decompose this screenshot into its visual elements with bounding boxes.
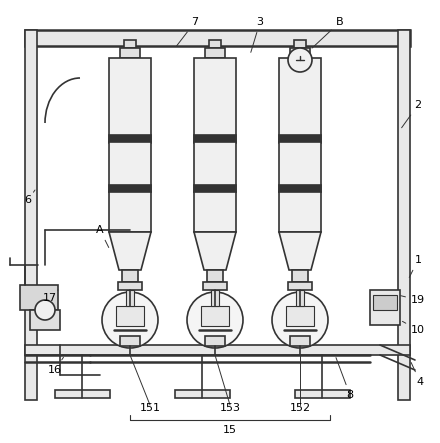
Bar <box>122 270 138 282</box>
Text: 153: 153 <box>220 403 241 413</box>
Bar <box>207 270 223 282</box>
Bar <box>286 306 314 326</box>
Bar <box>25 30 37 400</box>
Circle shape <box>102 292 158 348</box>
Bar <box>124 40 136 48</box>
Bar <box>211 290 219 306</box>
Polygon shape <box>109 232 151 270</box>
Text: 2: 2 <box>402 100 422 128</box>
Bar <box>55 390 110 398</box>
Text: 17: 17 <box>43 290 58 303</box>
Text: 19: 19 <box>401 295 425 305</box>
Bar <box>194 142 236 192</box>
Bar <box>279 185 321 192</box>
Text: 8: 8 <box>336 358 354 400</box>
Bar <box>205 48 225 58</box>
Bar <box>194 135 236 142</box>
Polygon shape <box>194 232 236 270</box>
Bar <box>109 142 151 192</box>
Text: 15: 15 <box>223 425 237 435</box>
Bar <box>295 390 350 398</box>
Bar <box>194 192 236 232</box>
Bar <box>296 290 304 306</box>
Bar <box>398 30 410 400</box>
Bar <box>294 40 306 48</box>
Bar <box>109 58 151 143</box>
Circle shape <box>35 300 55 320</box>
Bar <box>288 282 312 290</box>
Bar <box>120 336 140 346</box>
Bar <box>25 345 410 355</box>
Bar <box>205 336 225 346</box>
Bar <box>30 310 60 330</box>
Bar <box>120 48 140 58</box>
Bar <box>279 135 321 142</box>
Bar <box>203 282 227 290</box>
Bar <box>194 185 236 192</box>
Bar <box>20 285 58 310</box>
Bar <box>118 282 142 290</box>
Text: 152: 152 <box>290 403 311 413</box>
Text: 6: 6 <box>25 190 35 205</box>
Text: 151: 151 <box>139 403 161 413</box>
Bar <box>290 48 310 58</box>
Bar <box>292 270 308 282</box>
Circle shape <box>187 292 243 348</box>
Text: A: A <box>96 225 109 248</box>
Bar <box>194 58 236 143</box>
Bar <box>126 290 134 306</box>
Bar <box>25 30 410 46</box>
Text: 3: 3 <box>251 17 264 52</box>
Polygon shape <box>279 232 321 270</box>
Bar <box>279 58 321 143</box>
Bar <box>116 306 144 326</box>
Bar <box>279 192 321 232</box>
Text: 1: 1 <box>409 255 422 277</box>
Bar <box>370 290 400 325</box>
Bar <box>175 390 230 398</box>
Bar <box>201 306 229 326</box>
Bar <box>109 135 151 142</box>
Bar <box>290 336 310 346</box>
Bar <box>279 142 321 192</box>
Text: 7: 7 <box>177 17 198 46</box>
Bar <box>209 40 221 48</box>
Circle shape <box>288 48 312 72</box>
Text: 10: 10 <box>403 321 425 335</box>
Text: 16: 16 <box>48 358 63 375</box>
Circle shape <box>272 292 328 348</box>
Text: 4: 4 <box>411 362 424 387</box>
Bar <box>109 185 151 192</box>
Bar <box>109 192 151 232</box>
Text: B: B <box>312 17 344 48</box>
Bar <box>373 295 397 310</box>
